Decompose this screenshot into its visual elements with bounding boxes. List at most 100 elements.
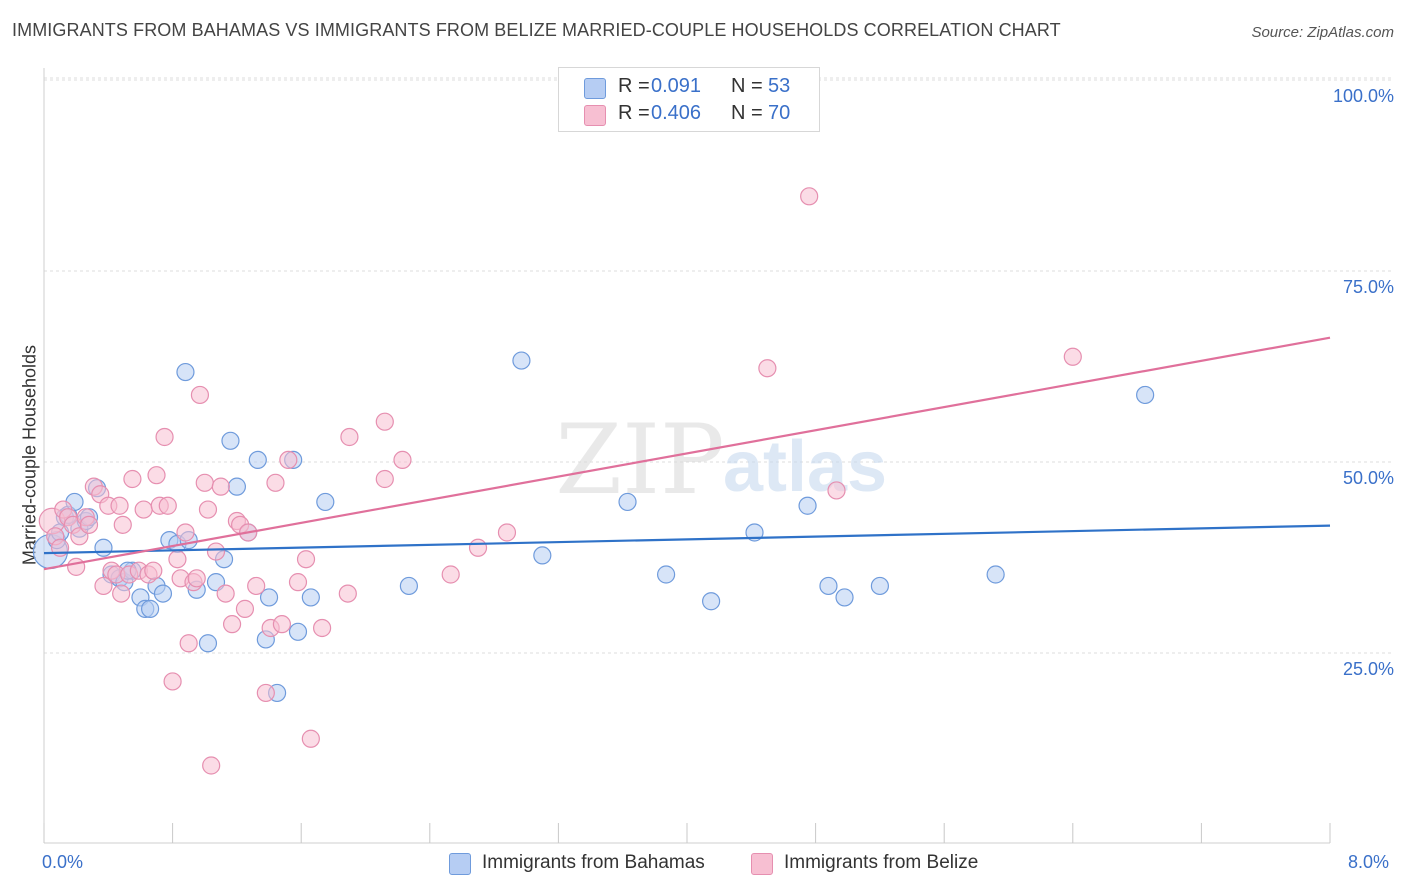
belize-point	[222, 615, 242, 634]
belize-point	[94, 576, 113, 596]
belize-point	[190, 385, 210, 405]
belize-point	[79, 515, 99, 534]
belize-point	[123, 469, 142, 489]
belize-point	[176, 523, 195, 542]
bahamas-point	[140, 599, 160, 618]
belize-point	[758, 359, 777, 378]
belize-point	[67, 557, 86, 576]
bahamas-point	[399, 576, 419, 596]
belize-point	[202, 756, 221, 775]
belize-trend-line	[43, 336, 1331, 571]
x-tick-min: 0.0%	[42, 852, 84, 872]
gridlines	[44, 77, 1392, 654]
belize-point	[468, 538, 488, 557]
belize-point	[340, 427, 359, 447]
belize-point	[158, 496, 177, 515]
belize-point	[155, 427, 174, 447]
bahamas-point	[288, 622, 308, 641]
belize-point	[206, 542, 226, 561]
watermark: ZIP atlas	[555, 404, 887, 516]
axes	[43, 68, 1331, 844]
belize-point	[198, 500, 218, 519]
y-tick-label: 100.0%	[1332, 86, 1394, 106]
belize-point	[134, 500, 153, 519]
bahamas-point	[176, 362, 195, 382]
belize-point	[375, 469, 394, 489]
chart-title: IMMIGRANTS FROM BAHAMAS VS IMMIGRANTS FR…	[12, 20, 1061, 40]
series-swatch-belize	[751, 853, 773, 875]
stats-legend: R = 0.091 N = 53 R = 0.406 N = 70	[558, 67, 820, 132]
bahamas-point	[533, 546, 552, 565]
bahamas-point	[618, 492, 637, 512]
bahamas-point	[153, 584, 173, 603]
bahamas-point	[1136, 385, 1155, 405]
bahamas-point	[835, 588, 854, 607]
belize-point	[288, 573, 308, 592]
trend-lines	[43, 336, 1331, 571]
bahamas-point	[301, 588, 320, 607]
series-name-belize: Immigrants from Belize	[784, 852, 979, 873]
belize-point	[110, 496, 129, 515]
belize-point	[827, 481, 846, 500]
belize-point	[1063, 347, 1082, 366]
belize-point	[112, 584, 131, 603]
belize-point	[800, 187, 819, 206]
legend-n-value: 70	[768, 102, 791, 124]
legend-r-value: 0.406	[651, 102, 702, 124]
belize-point	[497, 523, 517, 542]
belize-point	[144, 561, 163, 580]
belize-point	[179, 634, 198, 653]
belize-point	[338, 584, 357, 603]
belize-point	[266, 473, 285, 492]
belize-point	[375, 412, 394, 431]
belize-point	[312, 618, 332, 638]
belize-point	[301, 729, 320, 748]
legend-swatch-belize	[584, 105, 606, 126]
belize-point	[187, 569, 206, 588]
belize-point	[296, 550, 316, 569]
belize-point	[163, 672, 182, 691]
bahamas-point	[316, 492, 335, 512]
bahamas-trend-line	[43, 524, 1331, 555]
belize-point	[279, 450, 298, 469]
bahamas-point	[986, 565, 1005, 584]
legend-r-value: 0.091	[651, 75, 702, 97]
bahamas-point	[702, 592, 721, 611]
legend-n-label: N =	[731, 75, 763, 97]
belize-points	[38, 187, 1082, 775]
series-swatch-bahamas	[449, 853, 471, 875]
belize-point	[272, 615, 292, 634]
bahamas-point	[798, 496, 817, 515]
series-name-bahamas: Immigrants from Bahamas	[482, 852, 705, 873]
legend-n-label: N =	[731, 102, 763, 124]
bahamas-point	[870, 576, 890, 596]
bahamas-point	[198, 634, 218, 653]
y-tick-label: 75.0%	[1342, 277, 1394, 297]
bahamas-point	[227, 477, 246, 496]
belize-point	[256, 683, 275, 703]
watermark-zip: ZIP	[555, 404, 724, 516]
belize-point	[393, 450, 412, 469]
belize-point	[113, 515, 132, 534]
bahamas-point	[657, 565, 676, 584]
legend-r-label: R =	[618, 75, 650, 97]
bahamas-point	[819, 576, 838, 596]
legend-r-label: R =	[618, 102, 650, 124]
y-tick-label: 25.0%	[1342, 659, 1394, 679]
belize-point	[168, 550, 187, 569]
source-label: Source: ZipAtlas.com	[1251, 24, 1394, 41]
belize-point	[441, 565, 460, 584]
bahamas-point	[512, 351, 531, 370]
belize-point	[195, 473, 214, 492]
bahamas-point	[94, 538, 113, 557]
bahamas-point	[221, 431, 240, 450]
bahamas-point	[248, 450, 267, 469]
watermark-atlas: atlas	[723, 427, 887, 507]
y-tick-label: 50.0%	[1342, 468, 1394, 488]
bahamas-point	[259, 588, 279, 607]
belize-point	[211, 477, 230, 496]
x-tick-max: 8.0%	[1348, 852, 1390, 872]
belize-point	[216, 584, 235, 603]
legend-swatch-bahamas	[584, 78, 606, 99]
